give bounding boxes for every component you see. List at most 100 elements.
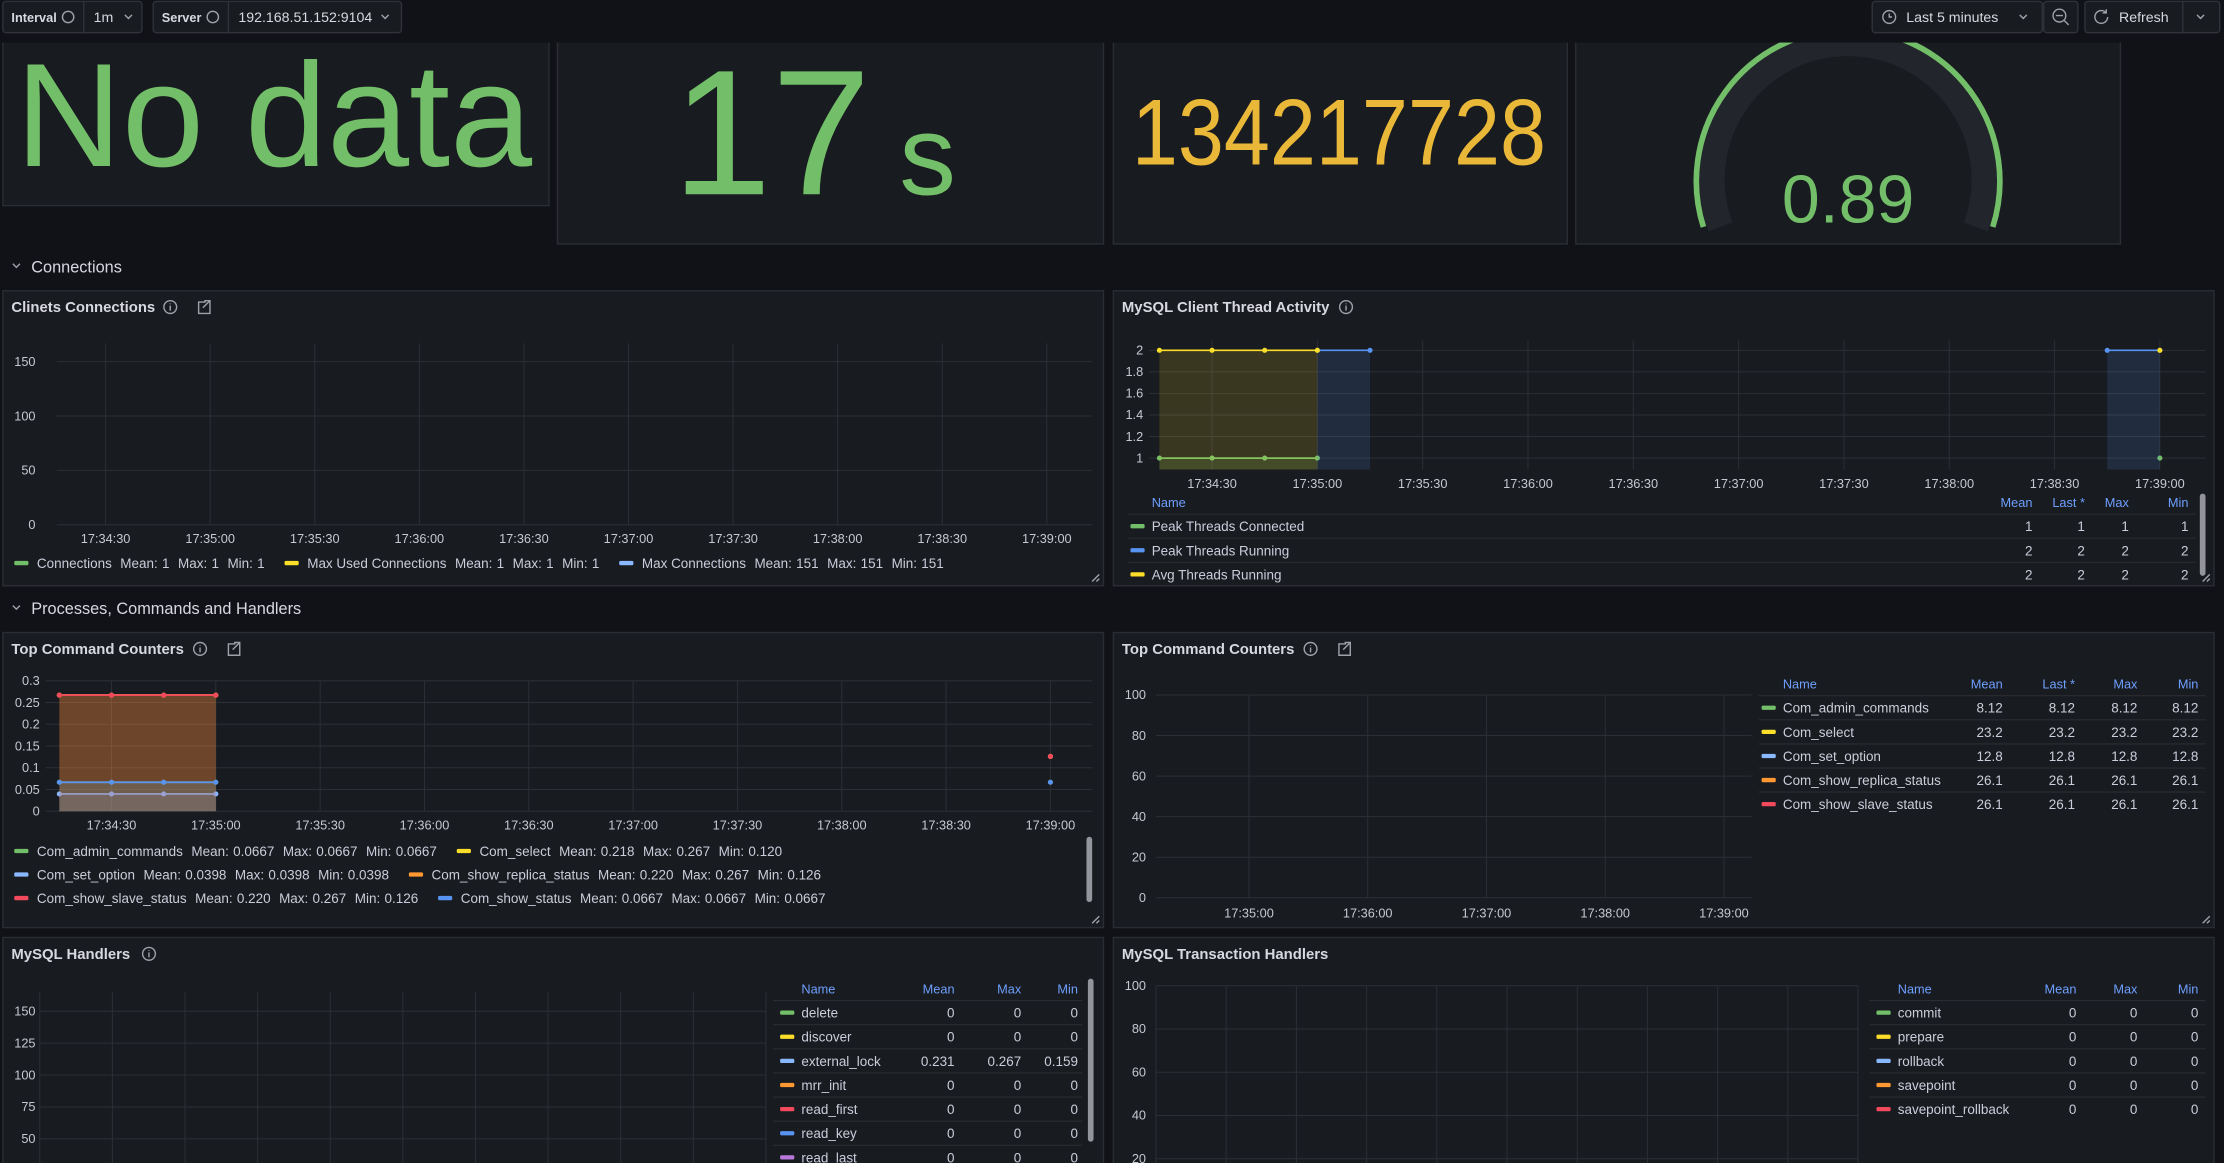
panel [2,631,1105,929]
server-control[interactable] [152,0,403,34]
legend-value: 1 [2025,519,2033,534]
legend-value: 2 [2025,567,2033,582]
info-icon [61,10,75,24]
legend-item: Max Connections Mean: 151 Max: 151 Min: 151 [619,556,944,571]
legend-header: Last * [2042,677,2075,692]
y-tick-label: 20 [1132,849,1146,864]
link-icon [197,299,211,315]
legend-value: 0 [2130,1078,2138,1093]
legend-header: Name [1898,982,1932,997]
time-picker[interactable] [1871,0,2044,34]
legend-stat-label: Min: [755,891,780,906]
refresh-button[interactable] [2084,0,2221,34]
legend-stat-value: 0.220 [237,891,271,906]
legend-value: 0 [1070,1150,1077,1163]
legend-value: 0 [1070,1078,1077,1093]
panel-title: MySQL Handlers [11,947,130,963]
legend-stat-label: Min: [227,556,252,571]
legend-marker [780,1106,795,1112]
refresh-label[interactable]: Refresh [2119,10,2169,26]
legend-value: 0 [1070,1006,1077,1021]
legend-value: 2 [2121,567,2129,582]
series-point [213,779,219,785]
series-point [1367,347,1373,353]
y-tick-label: 150 [14,1003,35,1018]
legend-value: 0 [1014,1006,1022,1021]
legend-value: 0 [2069,1078,2077,1093]
series-point [1209,347,1215,353]
panel-title: Clinets Connections [11,300,155,316]
legend-stat-label: Min: [366,844,391,859]
stat-panel [1575,24,2122,245]
clock-icon [1882,9,1897,25]
panel [1112,290,2215,587]
y-tick-label: 0.1 [22,760,40,775]
y-tick-label: 80 [1132,1021,1146,1036]
legend-stat-value: 0.0667 [316,844,357,859]
panel [1112,631,2215,929]
legend-value: 2 [2181,543,2189,558]
legend-value: 1 [2181,519,2189,534]
interval-control[interactable] [2,0,143,34]
y-tick-label: 0 [33,804,40,819]
legend-value: 12.8 [2172,749,2198,764]
legend-value: 2 [2121,543,2129,558]
y-tick-label: 1 [1136,450,1143,465]
legend-name: savepoint_rollback [1898,1102,2010,1117]
legend-value: 0 [1070,1126,1077,1141]
legend-value: 2 [2077,567,2085,582]
legend-stat-value: 0.218 [601,844,635,859]
legend-name: read_key [801,1126,857,1141]
legend-value: 2 [2181,567,2189,582]
series-point [1047,779,1053,785]
legend-marker [619,560,634,566]
link-icon [1338,641,1351,656]
series-point [213,791,219,797]
zoom-out-button[interactable] [2043,0,2079,34]
row-chevron[interactable] [12,605,21,611]
x-tick-label: 17:36:00 [1343,906,1393,921]
legend-stat-label: Min: [562,556,587,571]
info-icon [192,641,208,656]
panel-content: MySQL Client Thread Activity 1 1.2 1.4 1.6 1.… [1122,299,2206,582]
panel [2,936,1105,1163]
legend-value: 0 [2191,1030,2199,1045]
legend-header: Max [2113,982,2138,997]
legend-value: 2 [2025,543,2033,558]
stat-value: 134217728 [1132,80,1546,185]
series-point [2157,455,2163,461]
legend-stat-label: Min: [719,844,744,859]
interval-value[interactable]: 1m [94,10,114,26]
legend-value: 26.1 [2049,773,2075,788]
series-point [56,791,62,797]
legend-stat-label: Max: [671,891,700,906]
interval-label: Interval [11,10,56,25]
legend-value: 0 [2069,1054,2077,1069]
scrollbar [1087,978,1094,1142]
y-tick-label: 0.3 [22,673,40,688]
legend-name: Avg Threads Running [1152,567,1282,582]
legend-value: 0.267 [988,1054,1022,1069]
legend-value: 23.2 [1976,725,2002,740]
legend-item: Connections Mean: 1 Max: 1 Min: 1 [14,556,265,571]
panel-content: Clinets Connections 0 50 100 150 17:34:30 17:3… [11,299,1093,571]
legend-stat-label: Min: [318,867,343,882]
legend-marker [1761,802,1776,807]
y-tick-label: 1.8 [1125,364,1143,379]
legend-value: 8.12 [2111,701,2137,716]
legend-value: 8.12 [2049,701,2075,716]
legend-marker [1876,1034,1891,1039]
legend-stat-value: 0.0667 [396,844,437,859]
server-value[interactable]: 192.168.51.152:9104 [238,10,372,26]
legend-marker [1876,1058,1891,1064]
row-title[interactable]: Processes, Commands and Handlers [31,600,301,618]
row-title[interactable]: Connections [31,258,122,276]
legend-marker [1761,777,1776,783]
legend-value: 26.1 [2111,773,2137,788]
resize-handle [2202,915,2211,924]
legend-value: 0 [2069,1030,2077,1045]
row-chevron[interactable] [12,263,21,269]
series-point [161,779,167,785]
legend-value: 23.2 [2111,725,2137,740]
x-tick-label: 17:36:30 [504,818,554,833]
